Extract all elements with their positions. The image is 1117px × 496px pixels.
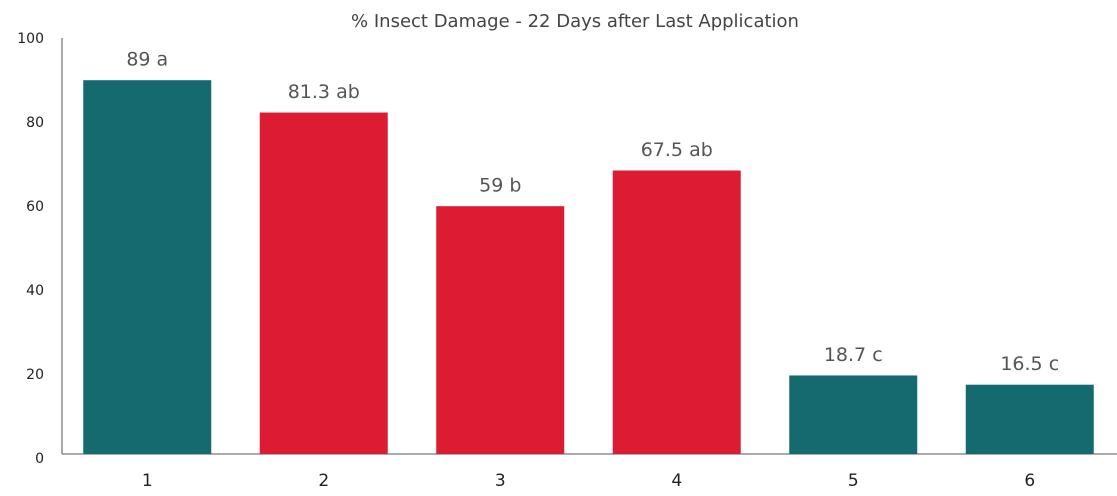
bar bbox=[83, 80, 212, 454]
y-tick-label: 20 bbox=[26, 367, 44, 383]
y-tick-label: 100 bbox=[17, 31, 44, 47]
value-label: 16.5 c bbox=[1000, 353, 1059, 375]
value-label: 18.7 c bbox=[824, 344, 883, 366]
x-tick-label: 5 bbox=[848, 471, 859, 491]
x-tick-label: 6 bbox=[1024, 471, 1035, 491]
x-tick-label: 4 bbox=[671, 471, 682, 491]
y-tick-label: 40 bbox=[26, 283, 44, 299]
bar bbox=[612, 170, 741, 454]
y-tick-label: 0 bbox=[35, 451, 44, 467]
bar bbox=[259, 112, 388, 454]
value-label: 81.3 ab bbox=[288, 81, 360, 103]
value-label: 89 a bbox=[126, 49, 168, 71]
x-tick-label: 2 bbox=[318, 471, 329, 491]
y-tick-label: 60 bbox=[26, 199, 44, 215]
bar bbox=[965, 384, 1094, 454]
value-label: 67.5 ab bbox=[641, 139, 713, 161]
y-tick-label: 80 bbox=[26, 115, 44, 131]
value-label: 59 b bbox=[479, 175, 521, 197]
bar bbox=[436, 206, 565, 454]
x-tick-label: 3 bbox=[495, 471, 506, 491]
chart-title: % Insect Damage - 22 Days after Last App… bbox=[351, 11, 799, 32]
x-tick-label: 1 bbox=[142, 471, 153, 491]
bar bbox=[789, 375, 918, 454]
